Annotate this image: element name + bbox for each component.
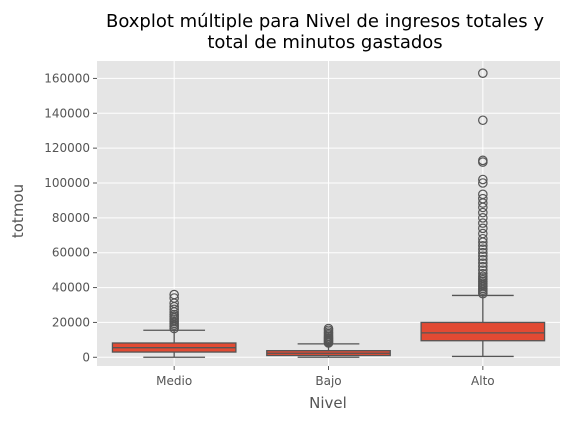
outlier-point: [478, 207, 488, 218]
outlier-point: [478, 213, 488, 223]
y-tick-label: 140000: [44, 106, 90, 120]
chart-title-line-1: Boxplot múltiple para Nivel de ingresos …: [106, 11, 544, 32]
y-tick-label: 120000: [44, 141, 90, 155]
outlier-point: [478, 155, 488, 166]
outlier-point: [478, 265, 488, 275]
box-bajo: [266, 323, 391, 358]
outlier-point: [478, 223, 488, 234]
x-tick-labels: Medio Bajo Alto: [156, 366, 495, 388]
outlier-point: [478, 178, 488, 188]
box-medio: [111, 289, 237, 358]
outlier-point: [323, 323, 334, 334]
outlier-point: [478, 218, 488, 228]
boxes-layer: [111, 68, 546, 358]
y-tick-label: 40000: [52, 281, 90, 295]
outlier-point: [478, 174, 488, 185]
chart-title-line-2: total de minutos gastados: [207, 32, 442, 53]
y-tick-label: 0: [82, 350, 90, 364]
outlier-point: [478, 261, 488, 272]
outlier-point: [169, 289, 179, 300]
outlier-point: [478, 240, 488, 251]
outlier-point: [478, 254, 488, 265]
outlier-point: [478, 228, 488, 239]
outlier-point: [478, 115, 488, 126]
y-tick-label: 160000: [44, 71, 90, 85]
x-tick-label: Alto: [471, 374, 495, 388]
outlier-point: [169, 304, 179, 315]
box-alto: [420, 68, 546, 358]
outlier-point: [478, 68, 488, 78]
box-iqr: [420, 321, 546, 342]
y-tick-labels: 0 20000 40000 60000 80000 100000 120000 140000 1…: [44, 71, 97, 364]
outlier-point: [478, 258, 488, 268]
y-tick-label: 20000: [52, 315, 90, 329]
outlier-point: [478, 247, 488, 258]
outlier-point: [478, 244, 488, 255]
outlier-point: [478, 233, 488, 244]
outlier-point: [169, 293, 179, 303]
y-axis-label: totmou: [9, 184, 27, 238]
x-axis-label: Nivel: [309, 394, 347, 412]
x-tick-label: Medio: [156, 374, 192, 388]
y-tick-label: 100000: [44, 176, 90, 190]
outlier-point: [478, 251, 488, 262]
outlier-point: [478, 189, 488, 200]
outlier-point: [478, 268, 488, 279]
y-tick-label: 80000: [52, 211, 90, 225]
outlier-point: [478, 271, 488, 282]
y-tick-label: 60000: [52, 246, 90, 260]
outlier-point: [478, 193, 488, 204]
x-tick-label: Bajo: [315, 374, 341, 388]
